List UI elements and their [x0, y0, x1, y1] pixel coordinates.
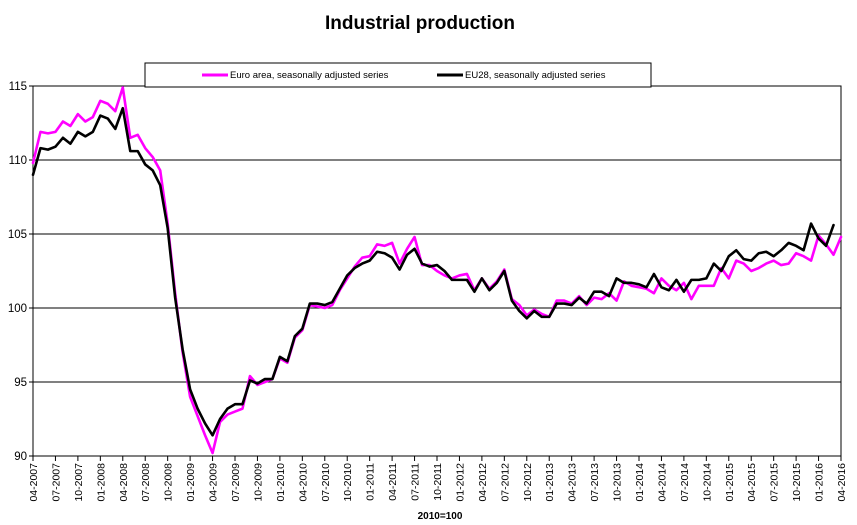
- y-tick-label: 100: [8, 303, 27, 315]
- y-tick-label: 90: [14, 451, 27, 463]
- legend: Euro area, seasonally adjusted series EU…: [144, 62, 652, 88]
- legend-label-eu28: EU28, seasonally adjusted series: [465, 70, 606, 81]
- x-tick-label: 04-2016: [836, 463, 848, 502]
- x-tick-label: 04-2009: [208, 463, 220, 502]
- x-tick-label: 07-2007: [50, 463, 62, 502]
- x-tick-label: 01-2013: [544, 463, 556, 502]
- x-tick-label: 10-2012: [522, 463, 534, 502]
- y-tick-label: 110: [9, 155, 27, 167]
- x-tick-label: 10-2010: [342, 463, 354, 502]
- x-tick-label: 01-2016: [814, 463, 826, 502]
- x-tick-label: 07-2009: [230, 463, 242, 502]
- chart-title: Industrial production: [325, 13, 515, 34]
- x-tick-label: 04-2008: [118, 463, 130, 502]
- x-tick-label: 04-2010: [297, 463, 309, 502]
- x-tick-label: 01-2015: [724, 463, 736, 502]
- x-tick-label: 07-2015: [769, 463, 781, 502]
- x-tick-label: 10-2014: [701, 463, 713, 502]
- x-tick-label: 01-2011: [365, 463, 377, 501]
- x-tick-label: 04-2011: [387, 463, 399, 501]
- x-tick-label: 07-2014: [679, 463, 691, 502]
- x-tick-label: 04-2007: [28, 463, 40, 502]
- y-tick-label: 115: [9, 81, 27, 93]
- x-tick-label: 01-2014: [634, 463, 646, 502]
- x-tick-label: 07-2008: [140, 463, 152, 502]
- x-tick-label: 10-2013: [612, 463, 624, 502]
- x-tick-label: 10-2008: [163, 463, 175, 502]
- series-line-eu28: [31, 106, 835, 437]
- x-tick-label: 04-2014: [656, 463, 668, 502]
- x-tick-label: 10-2015: [791, 463, 803, 502]
- y-tick-label: 95: [14, 377, 27, 389]
- x-tick-label: 01-2012: [454, 463, 466, 502]
- x-tick-label: 04-2015: [746, 463, 758, 502]
- x-axis-label: 2010=100: [418, 511, 463, 522]
- x-tick-label: 07-2012: [499, 463, 511, 502]
- x-tick-label: 10-2009: [252, 463, 264, 502]
- y-tick-label: 105: [8, 229, 27, 241]
- x-tick-label: 04-2012: [477, 463, 489, 502]
- legend-box: [144, 62, 652, 88]
- x-tick-label: 07-2013: [589, 463, 601, 502]
- x-tick-label: 07-2010: [320, 463, 332, 502]
- x-tick-label: 10-2007: [73, 463, 85, 502]
- x-tick-label: 01-2010: [275, 463, 287, 502]
- y-axis-ticks: 90 95 100 105 110 115: [8, 81, 33, 463]
- x-tick-label: 07-2011: [410, 463, 422, 501]
- legend-label-euro-area: Euro area, seasonally adjusted series: [230, 70, 389, 81]
- x-tick-label: 04-2013: [567, 463, 579, 502]
- x-tick-label: 01-2009: [185, 463, 197, 502]
- x-tick-label: 10-2011: [432, 463, 444, 501]
- x-axis-ticks: 04-2007 07-2007 10-2007 01-2008 04-2008 07-20…: [28, 456, 848, 502]
- series-lines: [31, 86, 843, 455]
- x-tick-label: 01-2008: [95, 463, 107, 502]
